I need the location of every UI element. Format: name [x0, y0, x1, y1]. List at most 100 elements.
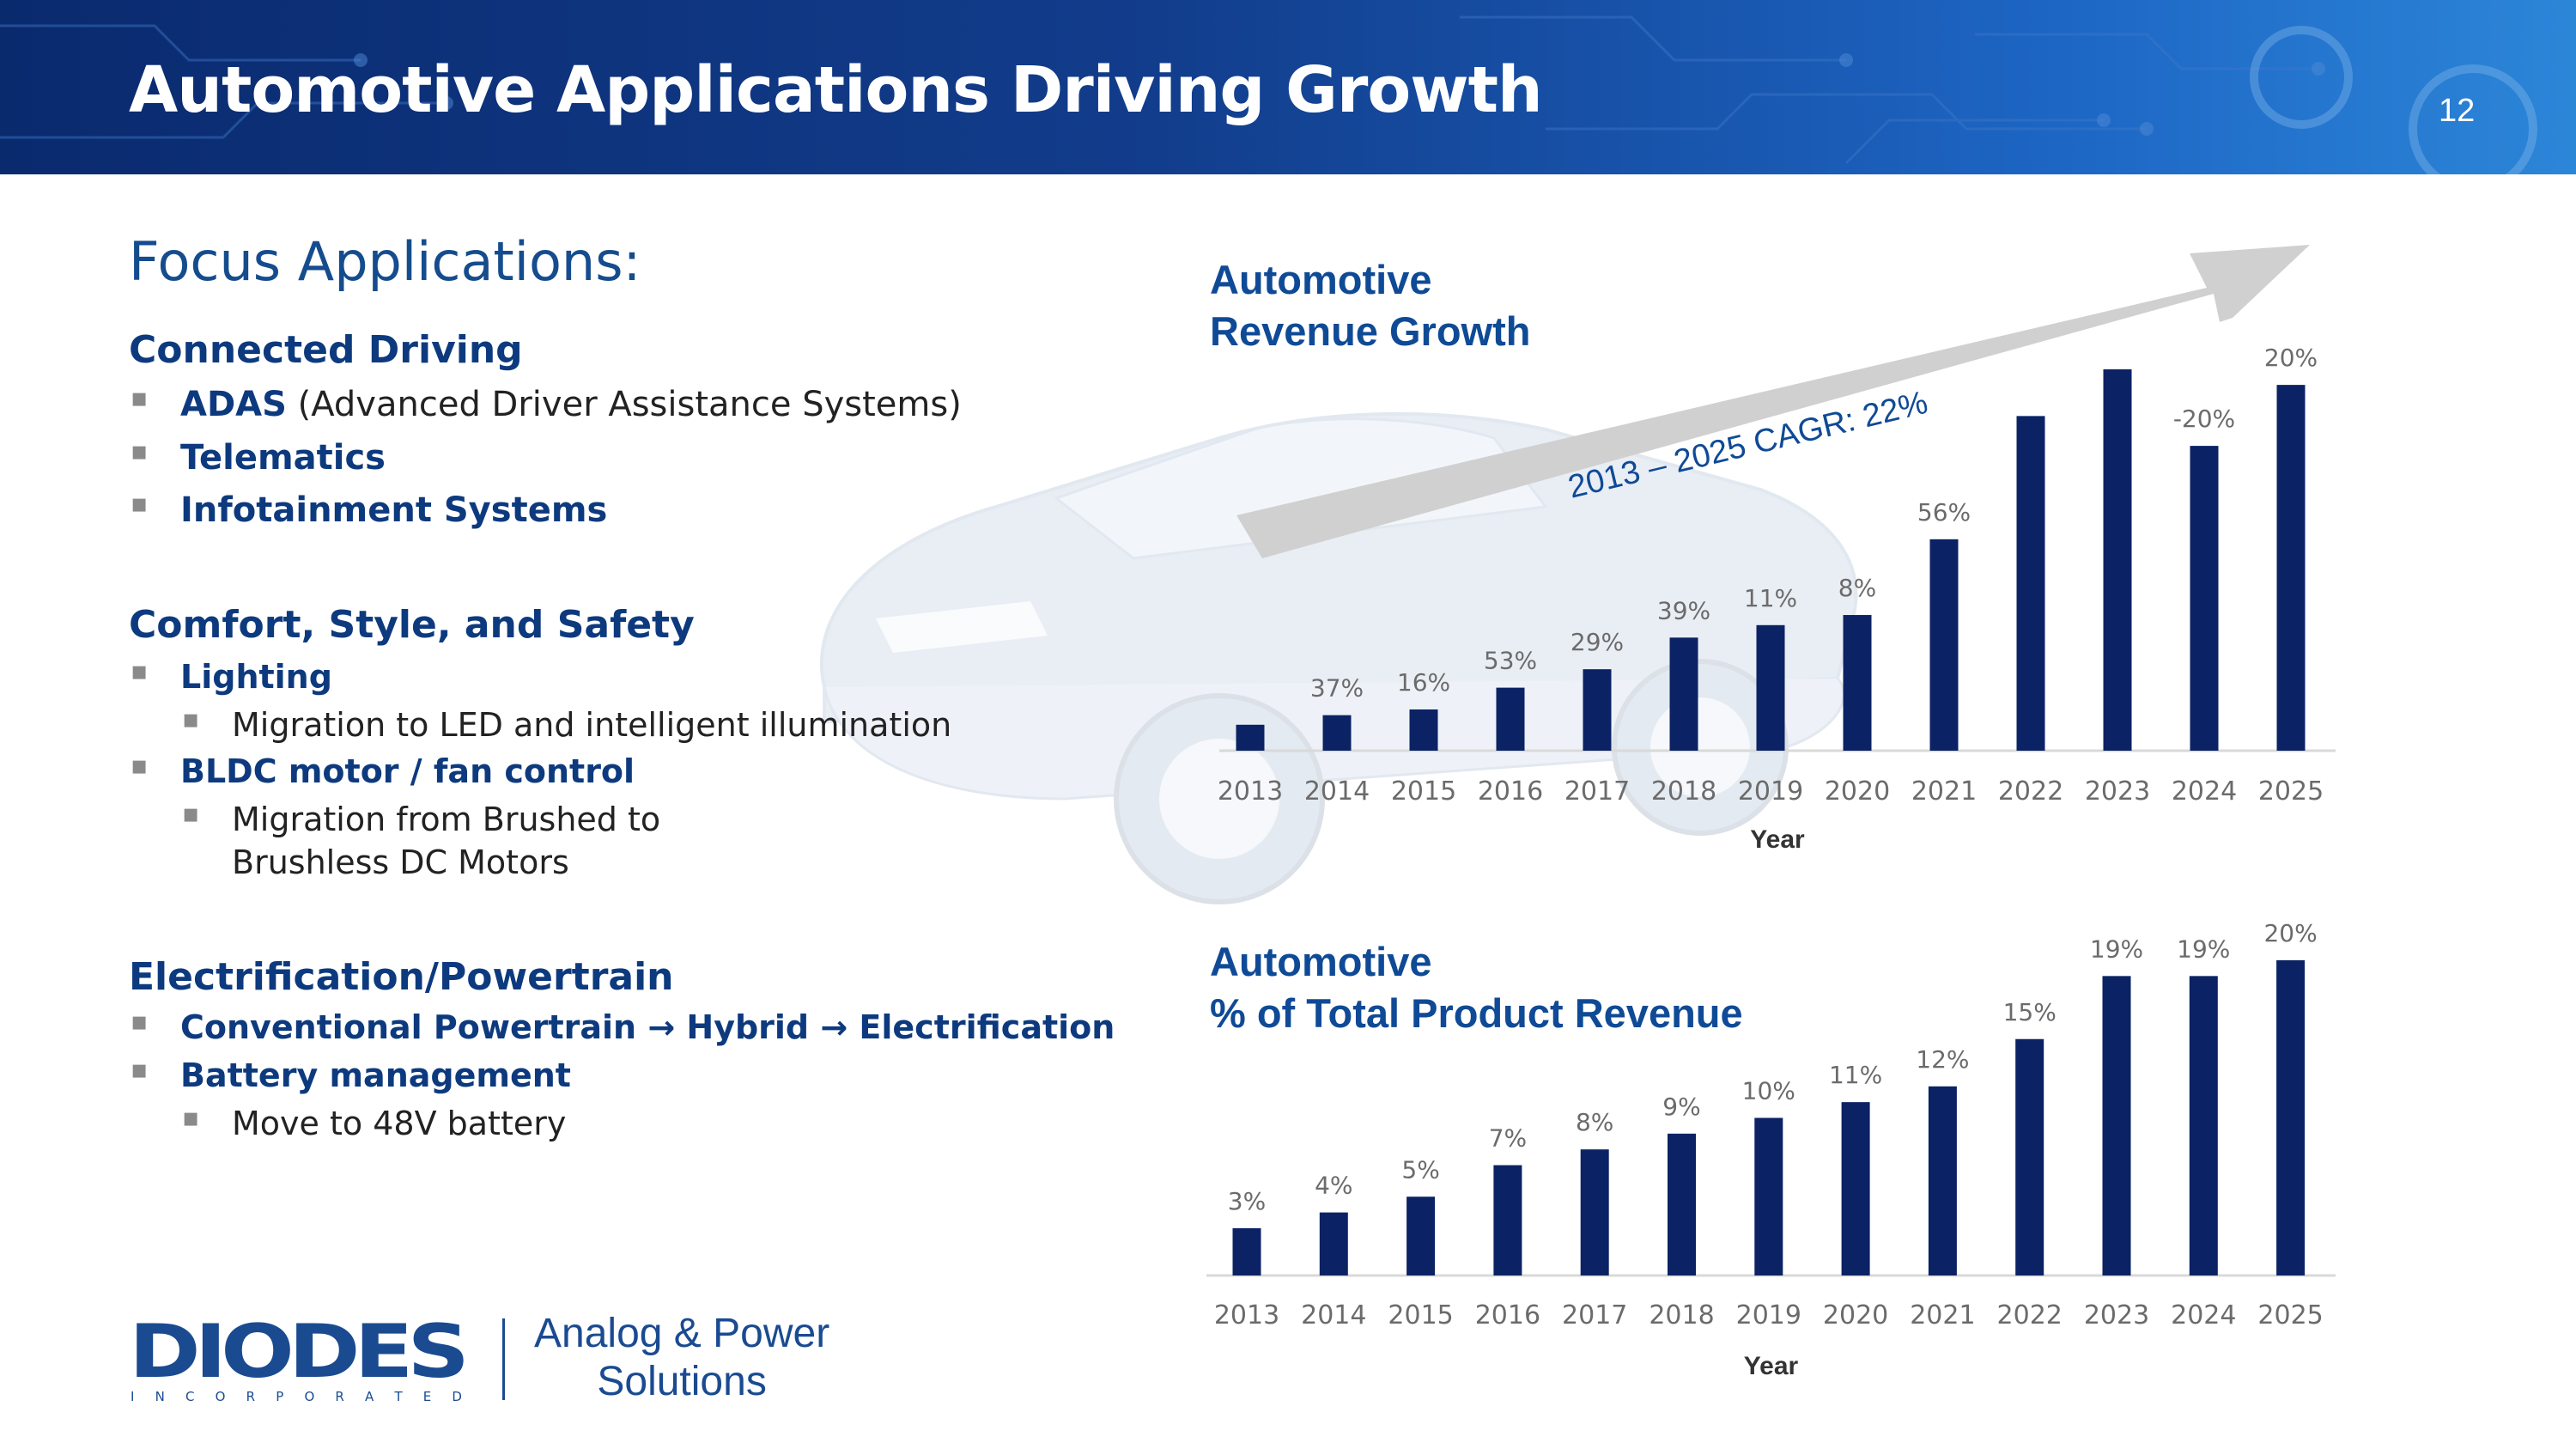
page-number: 12 [2439, 93, 2476, 129]
list-item-powertrain: Conventional Powertrain → Hybrid → Elect… [131, 1007, 1115, 1046]
sub-item-brushless-2: Brushless DC Motors [232, 843, 569, 881]
list-item-bldc: BLDC motor / fan control [131, 751, 635, 790]
data-label-2015: 5% [1401, 1155, 1439, 1184]
data-label-2016: 53% [1484, 647, 1537, 675]
x-tick-2013: 2013 [1218, 776, 1283, 807]
section-heading-electrification: Electrification/Powertrain [129, 955, 674, 999]
x-tick-2014: 2014 [1304, 776, 1370, 807]
bar-2016 [1493, 1165, 1522, 1275]
bar-2015 [1409, 709, 1438, 751]
data-label-2020: 8% [1838, 574, 1876, 602]
adas-label: ADAS [180, 385, 287, 424]
bar-2020 [1843, 615, 1872, 751]
bar-2019 [1754, 1117, 1783, 1275]
page-title: Automotive Applications Driving Growth [129, 53, 1543, 127]
x-tick-2022: 2022 [1998, 776, 2063, 807]
data-label-2021: 56% [1917, 498, 1971, 527]
data-label-2013: 3% [1228, 1187, 1266, 1215]
data-label-2023: 19% [2090, 935, 2143, 963]
bar-2022 [2016, 416, 2045, 751]
x-tick-2018: 2018 [1649, 1300, 1714, 1330]
data-label-2025: 20% [2263, 919, 2317, 947]
bar-2017 [1583, 669, 1612, 751]
x-tick-2019: 2019 [1738, 776, 1803, 807]
focus-applications-title: Focus Applications: [129, 230, 641, 293]
x-tick-2024: 2024 [2172, 776, 2237, 807]
list-item-infotainment: Infotainment Systems [131, 489, 607, 530]
data-label-2020: 11% [1829, 1061, 1882, 1089]
x-tick-2022: 2022 [1997, 1300, 2063, 1330]
bar-2024 [2190, 446, 2219, 751]
bar-2018 [1668, 1133, 1696, 1275]
logo-subtitle-line2: Solutions [597, 1359, 767, 1404]
x-tick-2016: 2016 [1478, 776, 1543, 807]
bar-2017 [1580, 1149, 1609, 1275]
data-label-2018: 39% [1657, 596, 1710, 624]
x-tick-2025: 2025 [2258, 776, 2324, 807]
cagr-arrow-shape [1236, 245, 2310, 558]
x-tick-2017: 2017 [1562, 1300, 1627, 1330]
data-label-2018: 9% [1662, 1093, 1700, 1121]
logo-subtitle: Analog & Power Solutions [534, 1310, 829, 1406]
x-tick-2014: 2014 [1301, 1300, 1366, 1330]
data-label-2022: 15% [2003, 998, 2057, 1026]
data-label-2014: 37% [1310, 674, 1364, 703]
diodes-logo-icon: DIODES I N C O R P O R A T E D [129, 1318, 469, 1404]
bar-2014 [1322, 715, 1352, 751]
bar-2025 [2276, 385, 2306, 751]
data-label-2025: 20% [2264, 344, 2318, 372]
sub-item-48v: Move to 48V battery [182, 1103, 566, 1142]
bar-2021 [1928, 1086, 1957, 1275]
header-banner: Automotive Applications Driving Growth 1… [0, 0, 2576, 174]
chart1-title: Automotive Revenue Growth [1210, 254, 1530, 357]
section-heading-comfort-style-safety: Comfort, Style, and Safety [129, 603, 695, 647]
x-tick-2020: 2020 [1823, 1300, 1888, 1330]
data-label-2024: -20% [2173, 405, 2235, 433]
bar-2022 [2015, 1038, 2044, 1275]
x-tick-2024: 2024 [2171, 1300, 2236, 1330]
bar-2018 [1669, 637, 1698, 751]
chart2-title: Automotive % of Total Product Revenue [1210, 936, 1743, 1039]
chart2-title-line1: Automotive [1210, 939, 1432, 984]
bar-2013 [1232, 1227, 1261, 1275]
data-label-2016: 7% [1489, 1124, 1527, 1153]
list-item-telematics: Telematics [131, 436, 386, 478]
list-item-battery: Battery management [131, 1055, 571, 1094]
chart1-title-line2: Revenue Growth [1210, 308, 1531, 354]
list-item-adas: ADAS (Advanced Driver Assistance Systems… [131, 383, 962, 424]
x-tick-2021: 2021 [1911, 776, 1977, 807]
x-axis-title: Year [1744, 1352, 1799, 1380]
x-tick-2023: 2023 [2085, 776, 2150, 807]
logo-brand: DIODES [129, 1318, 464, 1395]
x-tick-2021: 2021 [1910, 1300, 1975, 1330]
x-tick-2019: 2019 [1736, 1300, 1801, 1330]
data-label-2019: 10% [1742, 1077, 1795, 1105]
section-heading-connected-driving: Connected Driving [129, 328, 523, 372]
chart2-title-line2: % of Total Product Revenue [1210, 990, 1743, 1036]
bar-2014 [1319, 1212, 1348, 1275]
x-tick-2015: 2015 [1391, 776, 1456, 807]
chart1-title-line1: Automotive [1210, 257, 1432, 302]
circuit-pattern-icon [0, 15, 2537, 174]
data-label-2021: 12% [1916, 1045, 1969, 1074]
data-label-2024: 19% [2177, 935, 2230, 963]
bar-2019 [1756, 624, 1785, 751]
bar-2023 [2103, 369, 2132, 751]
list-item-lighting: Lighting [131, 656, 332, 696]
x-tick-2015: 2015 [1388, 1300, 1453, 1330]
x-tick-2025: 2025 [2257, 1300, 2323, 1330]
bar-2024 [2189, 976, 2218, 1275]
data-label-2017: 29% [1571, 628, 1624, 656]
car-illustration-icon [819, 411, 1858, 904]
data-label-2014: 4% [1315, 1172, 1352, 1200]
x-tick-2018: 2018 [1651, 776, 1716, 807]
bar-2013 [1236, 724, 1265, 751]
x-tick-2017: 2017 [1564, 776, 1630, 807]
sub-item-brushless-1: Migration from Brushed to [182, 799, 660, 838]
bar-2023 [2102, 976, 2131, 1275]
bar-2016 [1496, 687, 1525, 751]
bar-2020 [1841, 1102, 1870, 1275]
